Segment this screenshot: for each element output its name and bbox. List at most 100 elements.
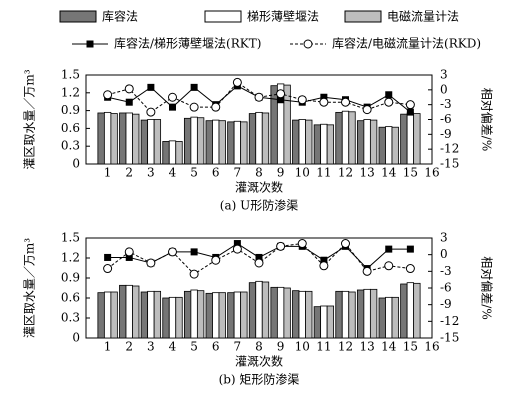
y-tick-label: 0.6 <box>61 121 80 135</box>
bar <box>283 287 291 339</box>
x-tick-label: 9 <box>277 340 285 354</box>
bar <box>305 119 313 165</box>
legend-label: 梯形薄壁堰法 <box>247 9 319 24</box>
x-tick-label: 13 <box>359 166 374 180</box>
x-tick-label: 8 <box>255 340 263 354</box>
y2-tick-label: 3 <box>440 68 448 82</box>
bar <box>270 85 278 165</box>
y2-tick-label: -15 <box>440 331 459 345</box>
legend-label: 库容法 <box>102 9 138 24</box>
x-axis-title: 灌溉次数 <box>235 180 283 195</box>
x-tick-label: 15 <box>403 340 418 354</box>
bar <box>97 112 105 165</box>
bar <box>356 289 365 339</box>
bar <box>183 117 192 165</box>
bar <box>125 284 133 339</box>
y2-tick-label: 0 <box>440 247 448 261</box>
bar <box>248 113 257 165</box>
bar <box>168 296 177 339</box>
y-tick-label: 0.6 <box>61 291 80 305</box>
bar <box>283 84 291 165</box>
bar <box>227 121 235 165</box>
y2-tick-label: -15 <box>440 157 459 171</box>
y-tick-label: 0.3 <box>61 139 80 153</box>
bar <box>119 284 127 339</box>
bar <box>175 296 183 339</box>
caption: (b) 矩形防渗渠 <box>219 372 300 387</box>
y-tick-label: 0.9 <box>61 271 80 285</box>
marker <box>297 239 307 249</box>
caption: (a) U形防渗渠 <box>220 198 298 213</box>
bar <box>369 288 378 339</box>
y2-tick-label: -6 <box>440 112 452 126</box>
bar <box>378 297 386 339</box>
bar <box>335 290 343 339</box>
marker <box>385 245 393 253</box>
marker <box>405 264 415 274</box>
y-tick-label: 0.3 <box>61 311 80 325</box>
marker <box>146 258 156 268</box>
bar <box>400 283 408 339</box>
x-tick-label: 15 <box>403 166 418 180</box>
x-tick-label: 14 <box>381 166 397 180</box>
x-tick-label: 16 <box>424 340 439 354</box>
marker <box>190 248 198 256</box>
x-tick-label: 3 <box>147 340 155 354</box>
bar <box>413 113 421 165</box>
bar <box>313 124 322 165</box>
bar <box>255 111 263 165</box>
marker <box>189 269 199 279</box>
marker <box>362 105 372 115</box>
bar <box>153 290 162 339</box>
bar <box>190 116 198 165</box>
y2-tick-label: -9 <box>440 297 452 311</box>
legend-label: 库容法/电磁流量计法(RKD) <box>332 36 481 51</box>
marker <box>104 253 112 261</box>
marker <box>341 97 350 107</box>
marker <box>384 261 394 271</box>
x-tick-label: 4 <box>169 166 177 180</box>
bar <box>413 282 421 339</box>
marker <box>254 92 264 102</box>
bar <box>162 141 170 165</box>
bar <box>140 119 149 165</box>
x-tick-label: 9 <box>277 166 285 180</box>
marker <box>190 83 198 91</box>
bar <box>298 119 306 165</box>
bar <box>326 305 335 339</box>
marker <box>406 245 414 253</box>
bar <box>233 291 242 339</box>
bar <box>183 290 192 339</box>
bar <box>125 112 133 165</box>
legend-swatch <box>344 10 382 23</box>
x-tick-label: 12 <box>338 340 353 354</box>
legend-swatch <box>59 10 97 23</box>
marker <box>103 90 113 100</box>
x-tick-label: 1 <box>104 340 112 354</box>
y2-tick-label: -6 <box>440 281 452 295</box>
x-tick-label: 5 <box>190 340 198 354</box>
y-tick-label: 1.2 <box>61 251 80 265</box>
line <box>107 81 411 113</box>
bar <box>132 285 140 339</box>
marker <box>168 92 177 102</box>
bar <box>363 119 371 165</box>
x-tick-label: 8 <box>255 166 263 180</box>
marker <box>384 97 394 107</box>
bar <box>406 112 415 165</box>
x-tick-label: 4 <box>169 340 177 354</box>
bar <box>320 305 328 339</box>
bar <box>313 306 322 339</box>
y2-tick-label: 3 <box>440 231 448 245</box>
bar <box>292 119 300 165</box>
y-tick-label: 0.9 <box>61 103 80 117</box>
bar <box>218 120 226 165</box>
marker <box>147 83 155 91</box>
y-tick-label: 1.5 <box>61 68 80 82</box>
marker <box>385 91 393 99</box>
x-tick-label: 14 <box>381 340 397 354</box>
marker <box>232 244 242 254</box>
bar <box>132 113 140 165</box>
bar <box>240 121 248 165</box>
bar <box>348 111 356 165</box>
